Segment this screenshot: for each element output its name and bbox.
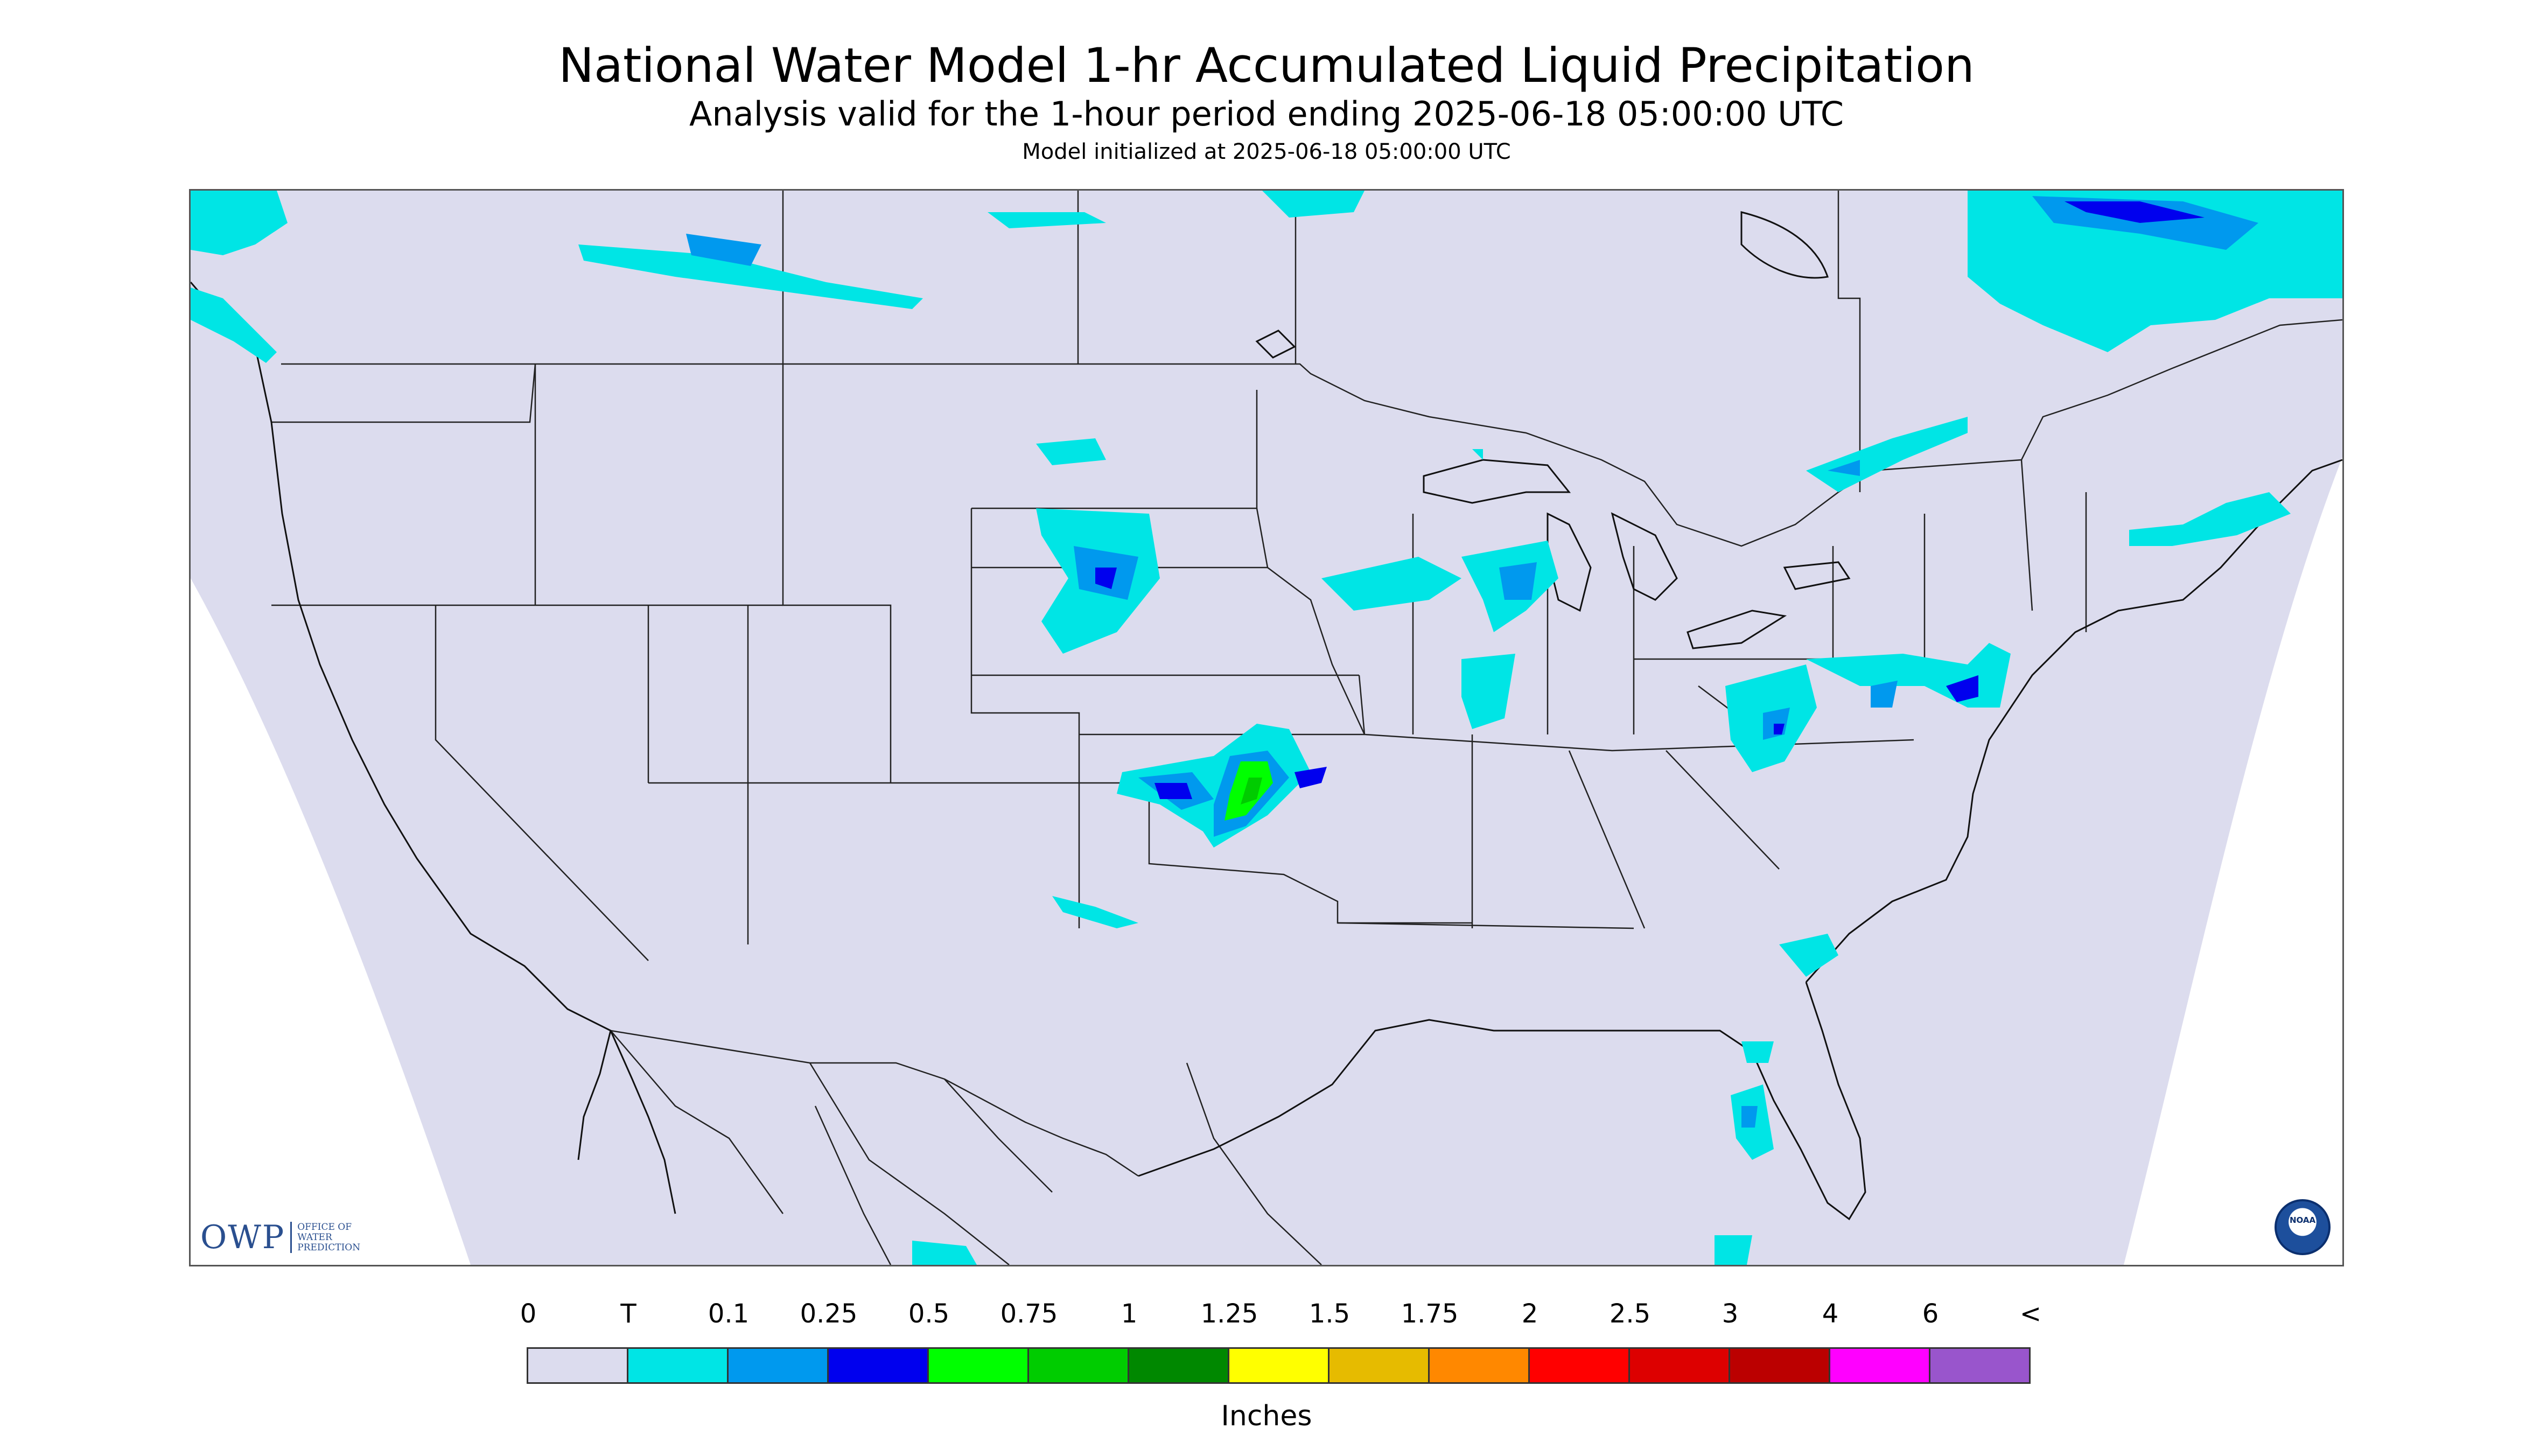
legend-label: 0.75: [1000, 1299, 1058, 1329]
legend-swatch: [1730, 1349, 1830, 1382]
map-subtitle: Analysis valid for the 1-hour period end…: [689, 94, 1844, 134]
gulf-coast: [1138, 982, 1866, 1221]
owp-logo-divider: [290, 1222, 292, 1253]
owp-logo-mark: OWP: [200, 1219, 285, 1256]
legend-swatch: [528, 1349, 628, 1382]
legend-swatch: [829, 1349, 929, 1382]
legend-label: 0.1: [708, 1299, 750, 1329]
legend-swatch: [1229, 1349, 1330, 1382]
legend-swatch: [1330, 1349, 1430, 1382]
legend-swatch: [729, 1349, 829, 1382]
map-canvas: [191, 191, 2342, 1265]
legend-label: 1.5: [1309, 1299, 1351, 1329]
legend-swatch: [1830, 1349, 1930, 1382]
map-title: National Water Model 1-hr Accumulated Li…: [558, 38, 1975, 93]
legend-swatch: [1630, 1349, 1730, 1382]
legend-labels: 0 T 0.1 0.25 0.5 0.75 1 1.25 1.5 1.75 2 2.5 3 4 6 <: [0, 1299, 2533, 1331]
legend-swatch: [1930, 1349, 2029, 1382]
noaa-logo: NOAA: [2275, 1199, 2331, 1255]
pacific-coast: [191, 282, 676, 1214]
legend-units: Inches: [1221, 1400, 1312, 1432]
baja-coast: [577, 1030, 612, 1160]
legend-label: 2.5: [1609, 1299, 1651, 1329]
legend-label: 0.25: [800, 1299, 858, 1329]
legend-label: 6: [1922, 1299, 1939, 1329]
legend-label: 0: [520, 1299, 537, 1329]
us-mexico-border: [610, 1030, 1139, 1177]
legend-colorbar: [527, 1347, 2031, 1384]
owp-logo: OWP OFFICE OF WATER PREDICTION: [200, 1219, 360, 1256]
legend-label: 1.75: [1401, 1299, 1459, 1329]
us-canada-border: [281, 319, 2342, 547]
model-init-text: Model initialized at 2025-06-18 05:00:00…: [1022, 139, 1511, 164]
legend-label: 4: [1822, 1299, 1839, 1329]
atlantic-coast: [1805, 459, 2342, 983]
legend-swatch: [628, 1349, 729, 1382]
great-lakes: [1423, 459, 1571, 504]
legend-label: 1.25: [1200, 1299, 1258, 1329]
owp-logo-text: OFFICE OF WATER PREDICTION: [297, 1222, 361, 1253]
legend-swatch: [929, 1349, 1029, 1382]
legend-label: 1: [1121, 1299, 1138, 1329]
legend-swatch: [1129, 1349, 1229, 1382]
legend-label: T: [620, 1299, 636, 1329]
legend-swatch: [1430, 1349, 1530, 1382]
legend-label: <: [2019, 1299, 2042, 1329]
legend-swatch: [1530, 1349, 1630, 1382]
legend-label: 3: [1722, 1299, 1739, 1329]
precipitation-map: OWP OFFICE OF WATER PREDICTION NOAA: [189, 189, 2344, 1266]
legend-label: 2: [1521, 1299, 1538, 1329]
precipitation-areas: [191, 191, 2342, 1265]
legend-label: 0.5: [908, 1299, 950, 1329]
legend-swatch: [1029, 1349, 1129, 1382]
